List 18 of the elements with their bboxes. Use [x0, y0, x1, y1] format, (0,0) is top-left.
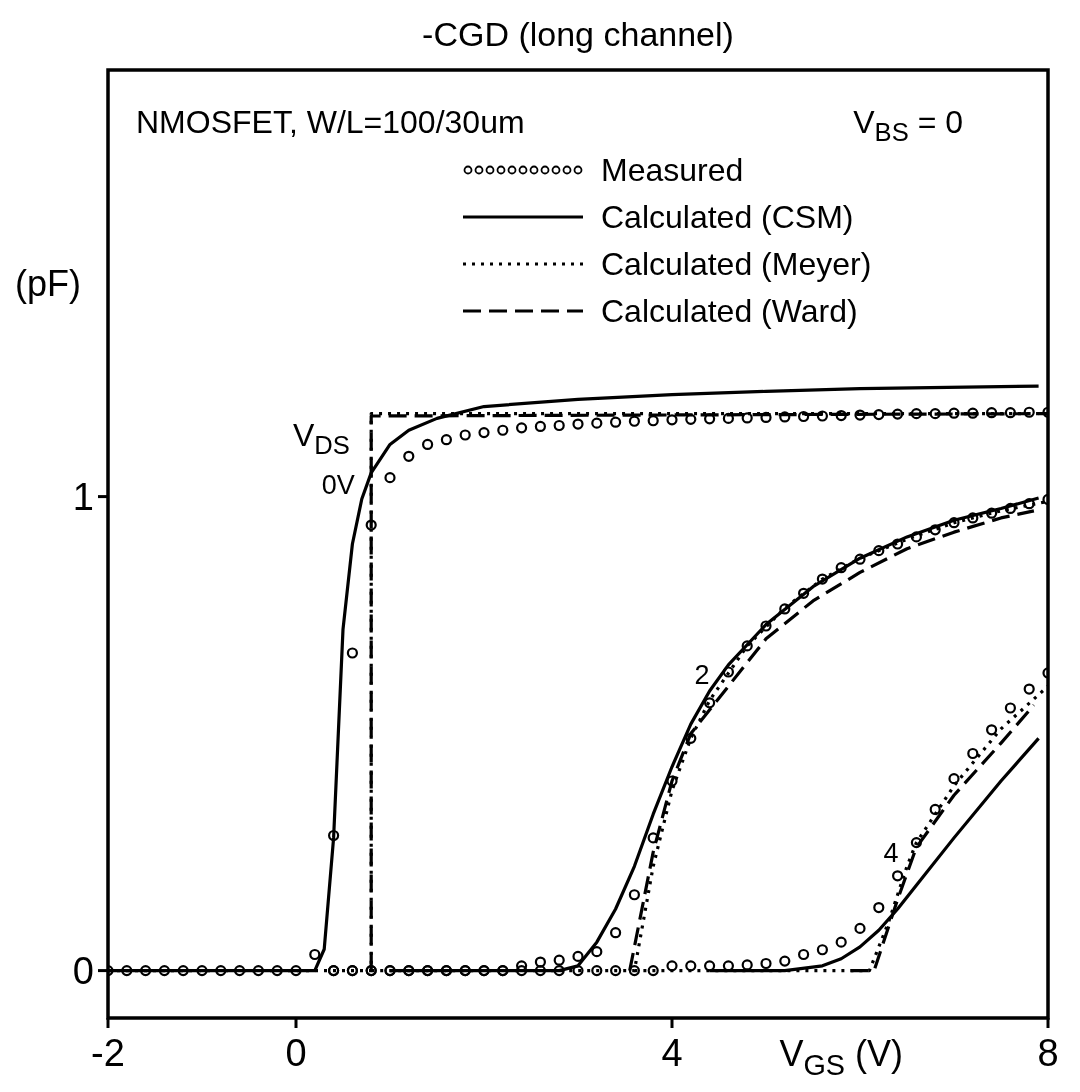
- annotation: 4: [883, 837, 899, 868]
- annotation: V$_{DS}$: [292, 417, 350, 459]
- x-tick-label: 8: [1037, 1032, 1059, 1074]
- annotation: 2: [694, 659, 710, 690]
- annotation: 0V: [321, 470, 355, 501]
- y-axis-title: (pF): [15, 262, 81, 304]
- x-tick-label: -2: [91, 1032, 125, 1074]
- legend-label: Calculated (CSM): [601, 199, 854, 236]
- legend-label: Calculated (Meyer): [601, 246, 872, 283]
- legend-label: Measured: [601, 152, 744, 189]
- annotation: NMOSFET, W/L=100/30um: [136, 104, 525, 141]
- chart-title: -CGD (long channel): [422, 15, 734, 53]
- x-tick-label: 0: [285, 1032, 307, 1074]
- legend-label: Calculated (Ward): [601, 293, 858, 330]
- x-tick-label: 4: [661, 1032, 683, 1074]
- x-axis-title: V$_{GS}$ (V): [779, 1033, 904, 1081]
- annotation: V$_{BS}$ = 0: [853, 104, 963, 146]
- y-tick-label: 1: [72, 475, 94, 518]
